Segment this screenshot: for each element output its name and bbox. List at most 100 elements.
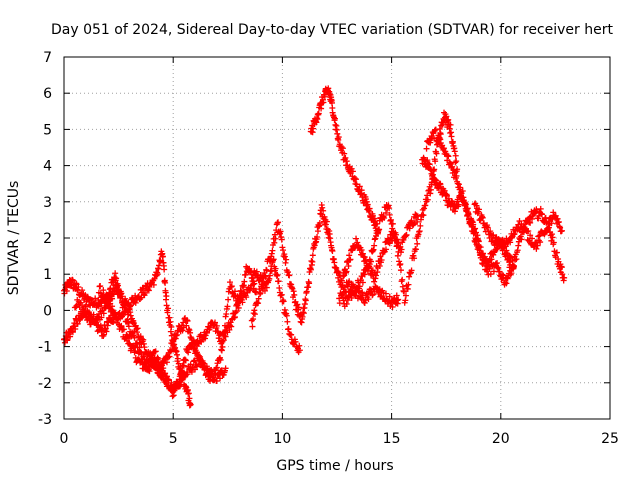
data-point <box>366 263 373 270</box>
series-satellite-track-10 <box>471 200 565 252</box>
data-point <box>100 287 107 294</box>
data-point <box>316 220 323 227</box>
data-point <box>561 274 568 281</box>
data-point <box>549 234 556 241</box>
data-point <box>449 163 456 170</box>
data-point <box>508 254 515 261</box>
data-point <box>382 209 389 216</box>
data-point <box>113 275 120 282</box>
data-point <box>346 278 353 285</box>
data-point <box>165 377 172 384</box>
data-points <box>61 85 568 409</box>
data-point <box>170 392 177 399</box>
data-point <box>92 319 99 326</box>
data-point <box>187 401 194 408</box>
data-point <box>249 323 256 330</box>
data-point <box>338 144 345 151</box>
data-point <box>356 183 363 190</box>
data-point <box>335 134 342 141</box>
data-point <box>307 266 314 273</box>
data-point <box>405 281 412 288</box>
data-point <box>275 219 282 226</box>
data-point <box>239 299 246 306</box>
data-point <box>82 303 89 310</box>
data-point <box>365 296 372 303</box>
data-point <box>272 265 279 272</box>
y-tick-label: -1 <box>38 340 52 356</box>
data-point <box>79 287 86 294</box>
data-point <box>250 316 257 323</box>
data-point <box>321 213 328 220</box>
data-point <box>342 154 349 161</box>
data-point <box>213 377 220 384</box>
data-point <box>174 355 181 362</box>
data-point <box>503 250 510 257</box>
data-point <box>63 287 70 294</box>
y-tick-label: -2 <box>38 376 52 392</box>
data-point <box>382 246 389 253</box>
data-point <box>300 310 307 317</box>
data-point <box>464 205 471 212</box>
data-point <box>516 218 523 225</box>
data-point <box>475 206 482 213</box>
x-tick-label: 5 <box>169 431 178 447</box>
data-point <box>228 323 235 330</box>
data-point <box>386 293 393 300</box>
data-point <box>373 272 379 279</box>
data-point <box>217 375 223 382</box>
data-point <box>368 258 375 265</box>
data-point <box>401 288 408 295</box>
data-point <box>291 291 298 298</box>
y-tick-label: 2 <box>43 231 52 247</box>
data-point <box>459 194 466 201</box>
data-point <box>166 353 173 360</box>
data-point <box>480 254 487 261</box>
data-point <box>376 262 383 269</box>
data-point <box>416 228 423 235</box>
series-satellite-track-4 <box>95 256 303 385</box>
data-point <box>479 261 486 268</box>
data-point <box>75 283 82 290</box>
data-point <box>427 186 434 193</box>
y-tick-label: 5 <box>43 122 52 138</box>
data-point <box>152 348 159 355</box>
data-point <box>533 245 540 252</box>
x-tick-label: 0 <box>60 431 69 447</box>
data-point <box>343 300 350 307</box>
data-point <box>179 369 186 376</box>
data-point <box>262 273 269 280</box>
data-point <box>165 305 172 312</box>
data-point <box>177 376 184 383</box>
data-point <box>479 214 486 221</box>
data-point <box>185 390 192 397</box>
data-point <box>196 354 203 361</box>
data-point <box>148 354 155 361</box>
data-point <box>98 314 105 321</box>
data-point <box>422 202 429 209</box>
x-tick-label: 10 <box>273 431 291 447</box>
data-point <box>162 279 169 286</box>
data-point <box>145 362 152 369</box>
data-point <box>251 311 258 318</box>
data-point <box>329 99 336 106</box>
y-tick-label: 1 <box>43 267 52 283</box>
data-point <box>512 256 519 263</box>
data-point <box>389 303 396 310</box>
data-point <box>241 278 248 285</box>
data-point <box>382 290 389 297</box>
data-point <box>224 303 231 310</box>
data-point <box>157 370 164 377</box>
data-point <box>513 256 520 263</box>
data-point <box>179 327 186 334</box>
data-point <box>363 198 370 205</box>
data-point <box>180 362 187 369</box>
data-point <box>348 287 355 294</box>
data-point <box>410 221 417 228</box>
data-point <box>518 236 525 243</box>
data-point <box>217 356 224 363</box>
data-point <box>339 145 346 152</box>
data-point <box>278 236 285 243</box>
data-point <box>159 253 166 260</box>
data-point <box>510 262 517 269</box>
data-point <box>320 99 327 106</box>
